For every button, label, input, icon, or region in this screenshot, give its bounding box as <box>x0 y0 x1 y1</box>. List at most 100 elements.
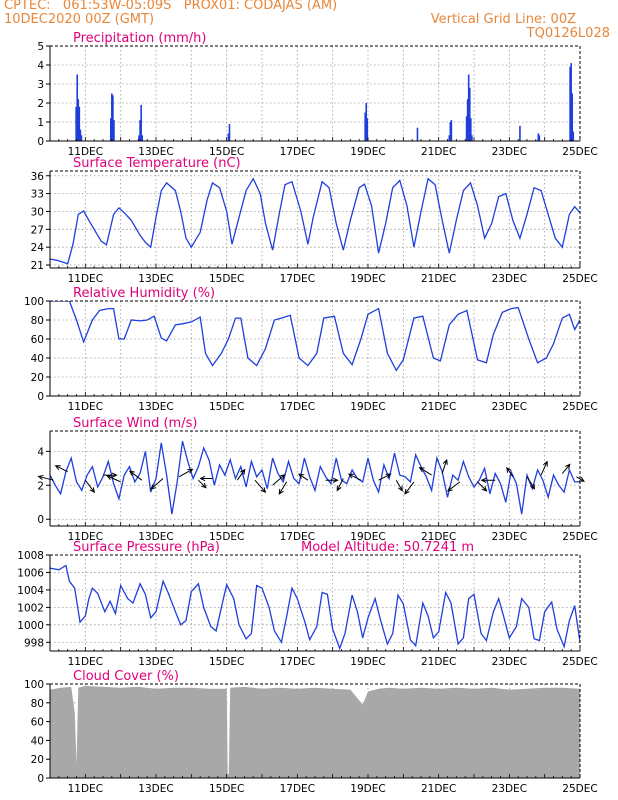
x-tick-label: 15DEC <box>209 783 244 795</box>
relative-humidity-line <box>50 301 580 372</box>
x-tick-label: 25DEC <box>562 656 597 668</box>
wind-arrow <box>378 473 392 481</box>
y-tick-label: 80 <box>31 315 44 327</box>
x-tick-label: 13DEC <box>138 146 173 158</box>
y-tick-label: 4 <box>37 446 44 458</box>
surface-pressure-panel: 998 1000 1002 1004 1006 1008 11DEC 13DEC 15DEC 17… <box>17 540 597 668</box>
y-tick-label: 1008 <box>17 550 44 562</box>
relative-humidity-title: Relative Humidity (%) <box>73 286 215 301</box>
surface-pressure-line <box>50 564 580 651</box>
wind-arrow <box>418 466 432 476</box>
x-tick-label: 11DEC <box>68 401 103 413</box>
x-tick-label: 23DEC <box>492 401 527 413</box>
precipitation-bar <box>79 129 82 141</box>
precipitation-bar <box>470 118 472 141</box>
run-datetime: 10DEC2020 00Z (GMT) <box>4 12 155 27</box>
x-tick-label: 23DEC <box>492 146 527 158</box>
y-tick-label: 0 <box>37 514 44 526</box>
y-tick-label: 30 <box>31 206 44 218</box>
x-tick-label: 25DEC <box>562 146 597 158</box>
x-tick-label: 13DEC <box>138 656 173 668</box>
precipitation-bar <box>228 123 231 141</box>
precipitation-bar <box>570 63 572 141</box>
x-tick-label: 25DEC <box>562 783 597 795</box>
precipitation-bar <box>76 74 79 141</box>
cloud-cover-area <box>50 685 580 778</box>
x-tick-label: 23DEC <box>492 273 527 285</box>
station-info: CPTEC: 061:53W-05:09S PROX01: CODAJAS (A… <box>4 0 338 13</box>
meteogram-header: CPTEC: 061:53W-05:09S PROX01: CODAJAS (A… <box>0 0 618 45</box>
x-tick-label: 17DEC <box>280 783 315 795</box>
wind-arrow <box>278 481 288 495</box>
wind-arrow <box>477 481 488 492</box>
x-tick-label: 15DEC <box>209 531 244 543</box>
model-altitude-label: Model Altitude: 50.7241 m <box>301 540 474 555</box>
x-tick-label: 15DEC <box>209 146 244 158</box>
relative-humidity-panel: 0 20 40 60 80 100 11DEC 13DEC 15DEC 17DEC 19DEC 21D… <box>24 286 598 413</box>
precipitation-bar <box>572 131 575 141</box>
wind-arrow <box>336 478 344 492</box>
precipitation-bar <box>139 120 141 141</box>
x-tick-label: 19DEC <box>350 401 385 413</box>
y-tick-label: 4 <box>37 60 44 72</box>
y-tick-label: 20 <box>31 372 44 384</box>
x-tick-label: 21DEC <box>421 656 456 668</box>
x-tick-label: 13DEC <box>138 783 173 795</box>
y-tick-label: 1006 <box>17 567 44 579</box>
precipitation-bar <box>471 135 473 141</box>
y-tick-label: 80 <box>31 698 44 710</box>
wind-arrow <box>37 474 54 481</box>
x-tick-label: 17DEC <box>280 401 315 413</box>
y-tick-label: 60 <box>31 717 44 729</box>
precipitation-bar <box>448 135 451 141</box>
x-tick-label: 21DEC <box>421 401 456 413</box>
x-tick-label: 19DEC <box>350 783 385 795</box>
y-tick-label: 36 <box>31 171 45 183</box>
precipitation-bar <box>140 104 142 141</box>
x-tick-label: 25DEC <box>562 273 597 285</box>
y-tick-label: 20 <box>31 754 44 766</box>
y-tick-label: 1000 <box>17 620 44 632</box>
x-tick-label: 21DEC <box>421 273 456 285</box>
x-tick-label: 11DEC <box>68 656 103 668</box>
wind-arrow <box>441 458 448 474</box>
wind-arrow <box>395 479 403 492</box>
y-tick-label: 100 <box>24 679 44 691</box>
surface-wind-panel: 0 2 4 11DEC 13DEC 15DEC 17DEC 19DEC 21DEC 23DEC 25… <box>37 416 597 543</box>
x-tick-label: 11DEC <box>68 273 103 285</box>
x-tick-label: 13DEC <box>138 531 173 543</box>
precipitation-bar <box>467 74 470 141</box>
precipitation-bar <box>77 99 80 141</box>
y-tick-label: 3 <box>37 79 44 91</box>
wind-arrow <box>254 479 267 494</box>
x-tick-label: 25DEC <box>562 531 597 543</box>
surface-pressure-title: Surface Pressure (hPa) <box>73 540 220 555</box>
surface-wind-line <box>50 441 580 515</box>
precipitation-bar <box>364 112 366 141</box>
precipitation-panel: 0 1 2 3 4 5 11DEC 13DEC 15DEC 17DEC 19DEC 21DEC 23DE… <box>37 31 597 158</box>
x-tick-label: 11DEC <box>68 783 103 795</box>
precipitation-bar <box>465 116 468 141</box>
precipitation-bar <box>78 106 81 141</box>
y-tick-label: 27 <box>31 224 44 236</box>
precipitation-bar <box>111 93 113 141</box>
y-tick-label: 1002 <box>17 602 44 614</box>
precipitation-bar <box>449 122 452 141</box>
y-tick-label: 21 <box>31 260 44 272</box>
x-tick-label: 21DEC <box>421 146 456 158</box>
x-tick-label: 19DEC <box>350 531 385 543</box>
x-tick-label: 25DEC <box>562 401 597 413</box>
wind-arrow <box>576 476 585 482</box>
x-tick-label: 19DEC <box>350 146 385 158</box>
wind-arrow <box>480 477 496 483</box>
wind-arrow <box>103 472 118 478</box>
wind-arrow <box>297 473 309 481</box>
precipitation-bar <box>571 93 574 141</box>
wind-arrow <box>540 460 548 476</box>
wind-arrow <box>404 481 415 495</box>
x-tick-label: 11DEC <box>68 146 103 158</box>
y-tick-label: 33 <box>31 189 44 201</box>
x-tick-label: 21DEC <box>421 531 456 543</box>
precipitation-bar <box>468 87 471 141</box>
precipitation-bar <box>366 118 369 141</box>
